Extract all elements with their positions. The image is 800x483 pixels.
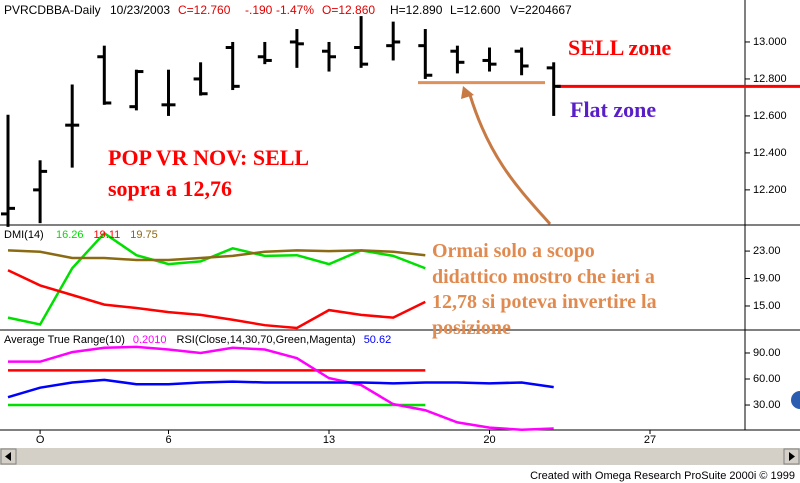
date: 10/23/2003 [110,3,170,17]
arrow [468,94,552,225]
y-tick-label: 12.600 [753,110,787,122]
indicator-line [7,269,426,330]
change-pct: -1.47% [276,3,314,17]
annotation: posizione [432,317,511,339]
indicator-line [8,345,554,431]
series-value: 19.11 [94,229,121,241]
frame [0,0,800,465]
series-name: RSI(Close,14,30,70,Green,Magenta) [177,334,356,346]
y-tick-label: 30.00 [753,399,781,411]
open: O=12.860 [322,3,375,17]
series-value: 0.2010 [133,334,167,346]
series-name: Average True Range(10) [4,334,125,346]
volume: V=2204667 [510,3,572,17]
y-tick-label: 23.00 [753,245,781,257]
x-tick-label: 20 [483,434,495,446]
y-tick-label: 12.400 [753,147,787,159]
annotation: POP VR NOV: SELL [108,145,309,170]
y-tick-label: 60.00 [753,373,781,385]
annotation: sopra a 12,76 [108,176,232,201]
annotation: Flat zone [570,97,656,122]
footer: Created with Omega Research ProSuite 200… [530,470,795,482]
annotation: didattico mostro che ieri a [432,266,655,288]
close: C=12.760 [178,3,231,17]
annotation: SELL zone [568,35,672,60]
x-tick-label: 13 [323,434,335,446]
scroll-left-arrow [5,452,11,461]
change: -.190 [245,3,273,17]
header: PVRCDBBA-Daily 10/23/2003 C=12.760 -.190… [4,3,572,17]
indicator-line [7,378,554,399]
annotation: 12,78 si poteva invertire la [432,291,657,313]
y-tick-label: 90.00 [753,347,781,359]
y-tick-label: 12.200 [753,184,787,196]
y-tick-label: 19.00 [753,272,781,284]
scroll-right-arrow [789,452,795,461]
panel-title: DMI(14) [4,229,44,241]
high: H=12.890 [390,3,443,17]
scrollbar[interactable] [0,448,800,465]
symbol: PVRCDBBA-Daily [4,3,101,17]
x-tick-label: 6 [165,434,171,446]
x-tick-label: 27 [644,434,656,446]
indicator-line [7,231,426,326]
y-tick-label: 15.00 [753,300,781,312]
annotation: Ormai solo a scopo [432,240,595,262]
series-value: 50.62 [364,334,392,346]
indicator-line [7,249,426,262]
series-value: 19.75 [130,229,158,241]
globe-icon [791,391,800,409]
series-value: 16.26 [56,229,84,241]
y-tick-label: 13.000 [753,36,787,48]
arrow-head [461,86,474,99]
low: L=12.600 [450,3,501,17]
x-tick-label: O [36,434,45,446]
y-tick-label: 12.800 [753,73,787,85]
